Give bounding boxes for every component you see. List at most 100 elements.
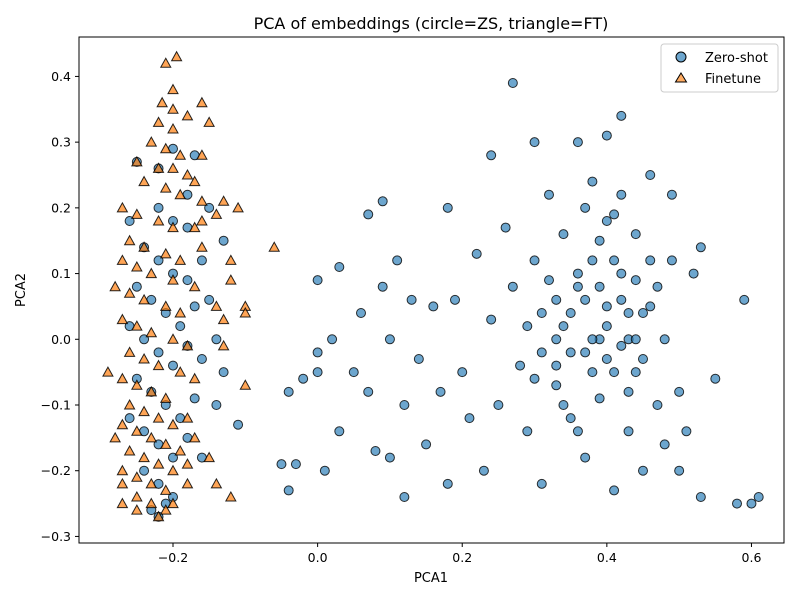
- finetune-point: [138, 352, 150, 364]
- finetune-point: [159, 142, 172, 154]
- zero-shot-point: [565, 308, 576, 318]
- zero-shot-point: [348, 367, 359, 378]
- zero-shot-point: [645, 255, 656, 266]
- zero-shot-point: [638, 308, 648, 318]
- finetune-point: [145, 477, 158, 489]
- zero-shot-point: [319, 465, 330, 476]
- zero-shot-point: [233, 419, 244, 430]
- zero-shot-point: [572, 268, 583, 279]
- zero-shot-point: [623, 308, 634, 318]
- zero-shot-point: [428, 301, 439, 312]
- zero-shot-point: [666, 255, 677, 266]
- finetune-point: [174, 306, 187, 318]
- zero-shot-point: [327, 334, 338, 345]
- zero-shot-point: [283, 485, 294, 496]
- legend-box: [660, 43, 779, 93]
- zero-shot-point: [616, 268, 627, 279]
- finetune-point: [130, 320, 143, 331]
- zero-shot-point: [211, 400, 222, 410]
- zero-shot-point: [334, 426, 345, 437]
- zero-shot-point: [399, 400, 410, 410]
- zero-shot-point: [594, 235, 605, 246]
- zero-shot-point: [601, 321, 612, 332]
- zero-shot-point: [695, 242, 706, 253]
- finetune-point: [181, 168, 194, 180]
- finetune-point: [196, 96, 208, 108]
- zero-shot-point: [681, 426, 692, 437]
- zero-shot-point: [544, 189, 554, 200]
- finetune-point: [116, 201, 129, 213]
- zero-shot-point: [522, 321, 533, 332]
- zero-shot-point: [363, 209, 374, 220]
- zero-shot-point: [211, 334, 222, 345]
- finetune-point: [152, 510, 165, 522]
- zero-shot-point: [594, 393, 605, 404]
- finetune-point: [167, 464, 179, 476]
- finetune-point: [159, 504, 172, 515]
- y-tick-label: 0.3: [51, 135, 71, 150]
- zero-shot-point: [131, 281, 142, 292]
- finetune-point: [116, 418, 129, 430]
- zero-shot-point: [356, 308, 366, 318]
- finetune-point: [196, 149, 208, 160]
- y-tick-label: 0.2: [51, 200, 71, 215]
- finetune-point: [174, 188, 187, 200]
- finetune-point: [224, 254, 237, 265]
- finetune-point: [217, 195, 230, 206]
- zero-shot-point: [623, 386, 634, 397]
- zero-shot-point: [399, 492, 410, 502]
- legend-finetune-label: Finetune: [705, 72, 761, 87]
- finetune-point: [145, 385, 158, 397]
- zero-shot-point: [471, 248, 482, 259]
- zero-shot-point: [674, 465, 685, 476]
- finetune-point: [109, 280, 122, 292]
- x-tick-label: 0.4: [597, 550, 617, 565]
- finetune-point: [210, 300, 223, 311]
- finetune-point: [130, 260, 143, 272]
- finetune-point: [152, 458, 165, 469]
- zero-shot-point: [529, 255, 540, 266]
- points-layer: [102, 50, 764, 522]
- zero-shot-point: [609, 367, 620, 378]
- finetune-point: [210, 477, 223, 489]
- zero-shot-point: [601, 354, 612, 364]
- zero-shot-point: [377, 281, 388, 292]
- finetune-point: [268, 241, 281, 252]
- finetune-point: [203, 116, 216, 127]
- finetune-point: [239, 306, 252, 318]
- zero-shot-point: [739, 294, 750, 305]
- legend-zero-shot-label: Zero-shot: [705, 51, 768, 66]
- y-tick-label: −0.1: [41, 398, 71, 413]
- x-axis: −0.2 0.0 0.2 0.4 0.6: [158, 543, 761, 565]
- zero-shot-point: [529, 373, 540, 384]
- finetune-point: [145, 267, 158, 279]
- finetune-point: [196, 214, 208, 226]
- zero-shot-point: [587, 367, 598, 378]
- zero-shot-point: [587, 255, 598, 266]
- y-axis: −0.3 −0.2 −0.1 0.0 0.1 0.2 0.3 0.4: [41, 69, 79, 544]
- plot-area: [78, 36, 785, 544]
- finetune-point: [217, 339, 230, 351]
- finetune-point: [188, 175, 201, 187]
- zero-shot-point: [283, 386, 294, 397]
- legend: Zero-shot Finetune: [660, 43, 779, 93]
- zero-shot-series: [124, 78, 764, 522]
- x-axis-label: PCA1: [414, 571, 448, 586]
- finetune-point: [152, 116, 165, 127]
- zero-shot-point: [688, 268, 699, 279]
- zero-shot-point: [616, 189, 627, 200]
- finetune-point: [152, 412, 165, 423]
- finetune-point: [159, 438, 172, 449]
- finetune-point: [138, 293, 150, 305]
- finetune-point: [181, 477, 194, 489]
- y-tick-label: 0.0: [51, 332, 71, 347]
- finetune-point: [116, 372, 129, 384]
- finetune-point: [174, 366, 187, 377]
- zero-shot-point: [204, 294, 215, 305]
- zero-shot-point: [196, 354, 207, 364]
- zero-shot-point: [392, 255, 403, 266]
- finetune-point: [224, 490, 237, 502]
- zero-shot-point: [616, 294, 627, 305]
- zero-shot-point: [551, 380, 562, 391]
- finetune-point: [239, 379, 252, 390]
